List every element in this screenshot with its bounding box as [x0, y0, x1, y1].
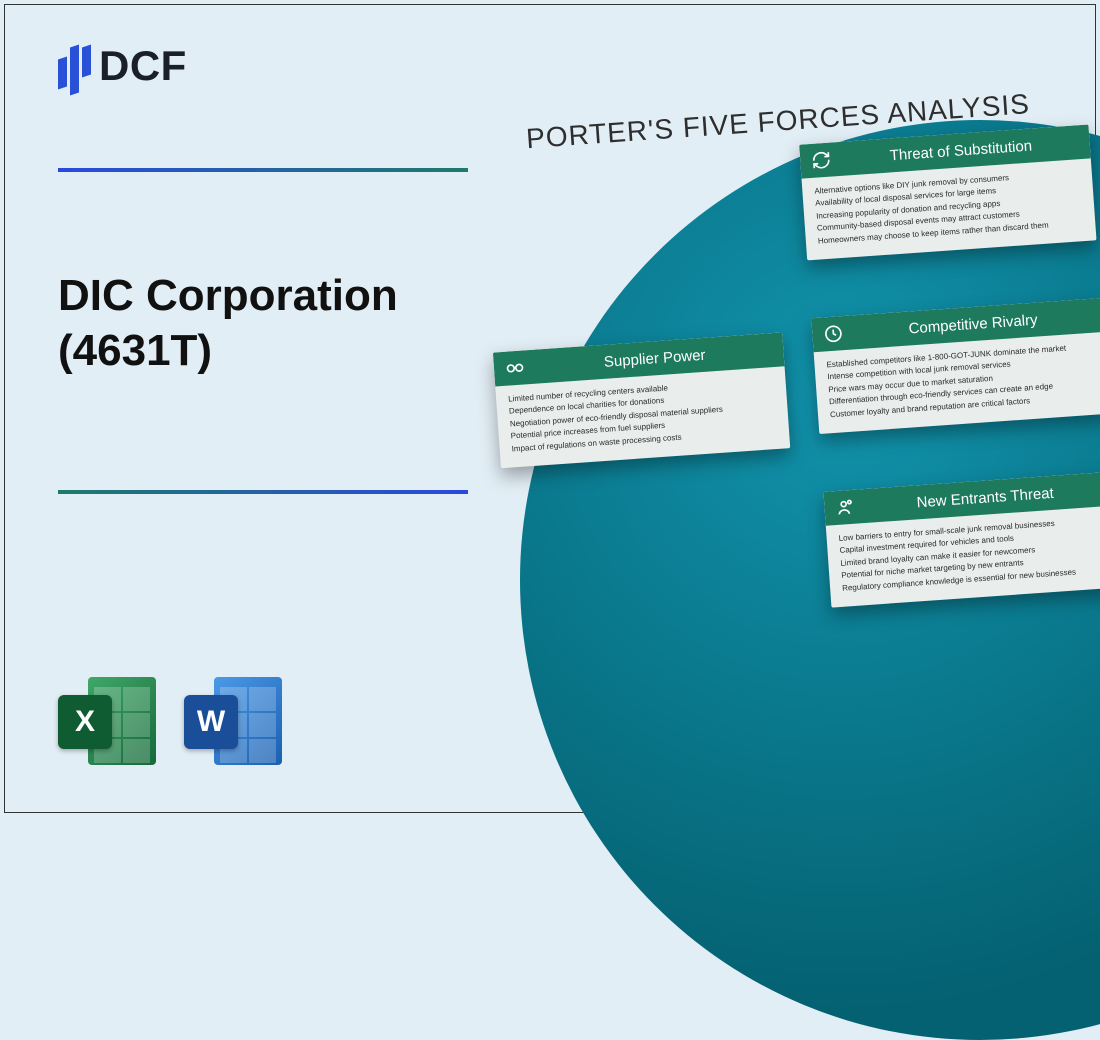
excel-badge: X: [58, 695, 112, 749]
title-line-1: DIC Corporation: [58, 268, 398, 323]
logo-text: DCF: [99, 42, 187, 90]
title-line-2: (4631T): [58, 323, 398, 378]
word-file-icon[interactable]: W: [184, 673, 282, 769]
refresh-icon: [810, 148, 833, 171]
card-rivalry: Competitive Rivalry Established competit…: [811, 298, 1100, 434]
link-icon: [503, 356, 526, 379]
file-icons-row: X W: [58, 673, 282, 769]
card-supplier: Supplier Power Limited number of recycli…: [493, 332, 790, 468]
divider-bottom: [58, 490, 468, 494]
card-entrants: New Entrants Threat Low barriers to entr…: [823, 472, 1100, 608]
word-badge: W: [184, 695, 238, 749]
excel-file-icon[interactable]: X: [58, 673, 156, 769]
cards-group: Threat of Substitution Alternative optio…: [489, 113, 1100, 715]
logo-bars-icon: [58, 38, 91, 94]
page-title: DIC Corporation (4631T): [58, 268, 398, 378]
divider-top: [58, 168, 468, 172]
clock-icon: [822, 322, 845, 345]
people-icon: [834, 496, 857, 519]
logo: DCF: [58, 38, 187, 94]
card-substitution: Threat of Substitution Alternative optio…: [799, 124, 1096, 260]
